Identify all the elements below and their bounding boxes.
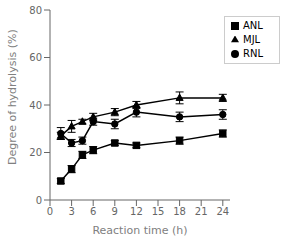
svg-text:18: 18 (173, 206, 186, 217)
svg-text:0: 0 (47, 206, 53, 217)
svg-text:80: 80 (29, 5, 42, 16)
svg-text:Degree of hydrolysis (%): Degree of hydrolysis (%) (8, 29, 19, 165)
svg-text:21: 21 (195, 206, 208, 217)
html-text:ANL: ANL (243, 20, 263, 31)
svg-text:9: 9 (112, 206, 118, 217)
svg-text:60: 60 (29, 52, 42, 63)
svg-text:24: 24 (216, 206, 229, 217)
svg-text:15: 15 (152, 206, 165, 217)
svg-text:6: 6 (90, 206, 96, 217)
svg-text:Reaction time (h): Reaction time (h) (92, 224, 187, 237)
svg-text:20: 20 (29, 147, 42, 158)
html-text:MJL: MJL (243, 34, 261, 45)
svg-text:12: 12 (130, 206, 143, 217)
html-text:RNL: RNL (243, 48, 263, 59)
svg-text:40: 40 (29, 100, 42, 111)
svg-text:3: 3 (68, 206, 74, 217)
svg-text:0: 0 (36, 195, 42, 206)
